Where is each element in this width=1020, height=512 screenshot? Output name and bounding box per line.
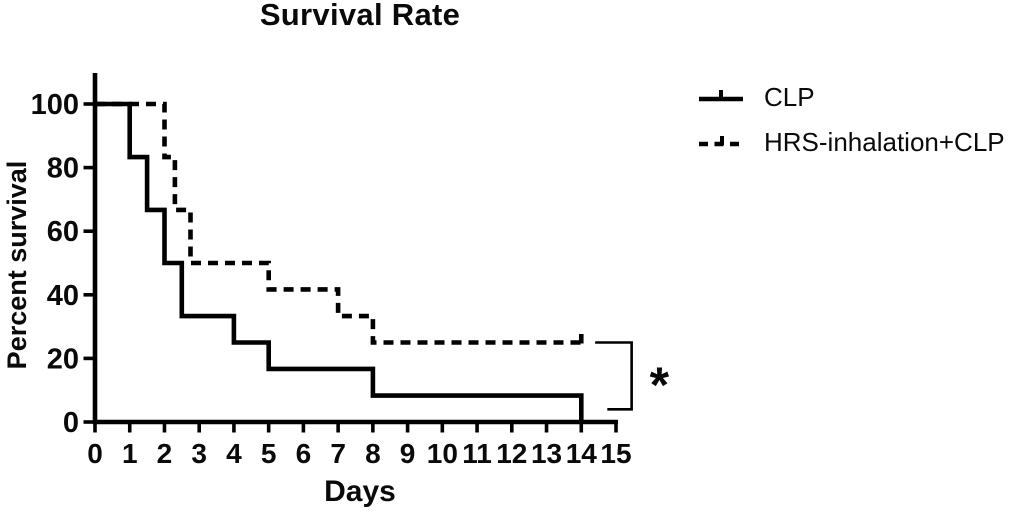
solid-line-symbol	[699, 90, 743, 102]
survival-curve-hrs-inhalation-clp	[95, 101, 582, 345]
y-tick-label: 40	[47, 280, 79, 312]
significance-asterisk: *	[650, 357, 670, 413]
x-tick-label: 5	[261, 438, 277, 469]
y-tick-label: 0	[63, 407, 79, 439]
legend-item-clp: CLP	[698, 84, 1005, 110]
x-tick-label: 13	[531, 438, 562, 469]
dashed-line-symbol	[699, 136, 743, 147]
x-tick-label: 6	[296, 438, 312, 469]
x-tick-label: 11	[462, 438, 492, 469]
x-tick-label: 4	[226, 438, 242, 469]
x-tick-label: 0	[87, 438, 103, 469]
x-tick-label: 8	[365, 438, 381, 469]
x-tick-label: 1	[122, 438, 138, 469]
legend-item-hrs: HRS-inhalation+CLP	[698, 129, 1005, 155]
y-tick-label: 20	[47, 343, 79, 375]
x-tick-label: 12	[496, 438, 527, 469]
legend-label-clp: CLP	[764, 82, 815, 112]
y-tick-label: 100	[31, 89, 79, 121]
y-tick-label: 60	[47, 216, 79, 248]
y-tick-label: 80	[47, 153, 79, 185]
legend-label-hrs: HRS-inhalation+CLP	[764, 127, 1005, 157]
x-tick-label: 10	[427, 438, 458, 469]
survival-curve-clp	[95, 101, 584, 422]
x-tick-label: 9	[400, 438, 416, 469]
chart-title: Survival Rate	[259, 0, 461, 32]
significance-bracket	[595, 341, 633, 411]
x-tick-label: 14	[566, 438, 598, 469]
x-tick-label: 15	[600, 438, 631, 469]
x-tick-label: 7	[330, 438, 346, 469]
x-tick-label: 2	[157, 438, 173, 469]
x-tick-label: 3	[191, 438, 207, 469]
legend: CLP HRS-inhalation+CLP	[698, 84, 1005, 174]
x-axis-label: Days	[324, 475, 396, 508]
